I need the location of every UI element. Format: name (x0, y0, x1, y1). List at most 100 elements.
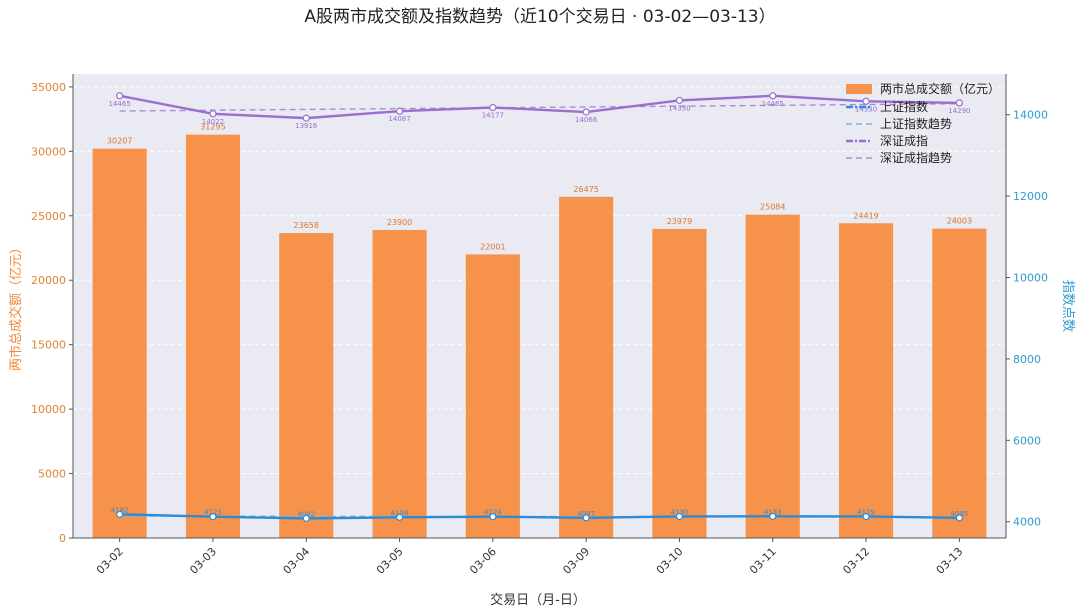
bar-03-13 (932, 228, 987, 539)
index-value-label: 4182 (111, 506, 129, 514)
y-left-tick-label: 10000 (31, 403, 66, 416)
y-right-tick-label: 4000 (1013, 516, 1041, 529)
x-tick-label: 03-03 (187, 545, 219, 577)
index-point (862, 512, 870, 521)
y-left-tick-label: 35000 (31, 81, 66, 94)
y-left-tick-label: 30000 (31, 145, 66, 158)
index-value-label: 14177 (482, 111, 504, 119)
index-point (302, 514, 310, 522)
bar-value-label: 23979 (667, 217, 692, 226)
index-point (116, 510, 124, 518)
legend-label-sh-trend: 上证指数趋势 (880, 116, 952, 131)
index-value-label: 4130 (671, 508, 689, 516)
bar-value-label: 31295 (200, 123, 225, 132)
y-axis-label-right: 指数点数 (1060, 280, 1075, 332)
bar-value-label: 24419 (853, 211, 878, 220)
bar-value-label: 24003 (947, 217, 972, 226)
y-right-tick-label: 8000 (1013, 353, 1041, 366)
index-point (395, 513, 404, 521)
x-tick-label: 03-04 (281, 545, 313, 577)
y-axis-label-left: 两市总成交额（亿元） (8, 241, 24, 371)
index-point (955, 99, 963, 107)
x-tick-label: 03-11 (747, 545, 779, 577)
index-point (675, 96, 684, 105)
index-value-label: 14066 (575, 116, 598, 124)
bar-03-05 (372, 229, 427, 538)
line-series: 4182 4123 4082 4108 4124 4097 4130 4133 4129 4095… (109, 92, 970, 522)
bar-series: 30207 31295 23658 23900 22001 26475 23979 25084… (92, 123, 987, 539)
bar-03-04 (279, 233, 334, 539)
y-left-tick-label: 15000 (31, 339, 66, 352)
index-value-label: 14465 (762, 100, 784, 108)
bar-value-label: 23658 (294, 221, 319, 230)
x-tick-label: 03-09 (560, 545, 592, 577)
index-value-label: 14290 (948, 107, 970, 115)
index-line-0 (119, 513, 960, 520)
bar-03-11 (745, 214, 800, 538)
bar-value-label: 22001 (480, 242, 505, 251)
index-value-label: 4108 (391, 509, 409, 517)
index-value-label: 13916 (295, 122, 318, 130)
x-tick-label: 03-05 (374, 545, 406, 577)
index-value-label: 4095 (950, 510, 968, 518)
x-tick-label: 03-10 (654, 545, 686, 577)
legend-label-sz-trend: 深证成指趋势 (880, 150, 952, 165)
index-point (862, 97, 870, 105)
chart-title: A股两市成交额及指数趋势（近10个交易日 · 03-02—03-13） (304, 7, 775, 27)
legend-label-sz-index: 深证成指 (880, 133, 928, 148)
y-right-tick-label: 12000 (1013, 190, 1048, 203)
y-right-tick-label: 14000 (1013, 109, 1048, 122)
bar-03-12 (838, 223, 894, 538)
bar-value-label: 30207 (107, 137, 132, 146)
bar-value-label: 23900 (387, 218, 412, 227)
legend-label-turnover: 两市总成交额（亿元） (880, 81, 1000, 96)
index-value-label: 14350 (668, 104, 690, 112)
bar-value-label: 25084 (760, 203, 785, 212)
y-left-tick-label: 0 (59, 532, 66, 545)
index-point (489, 513, 497, 521)
bar-03-09 (559, 196, 614, 538)
bar-03-02 (92, 148, 147, 538)
index-point (582, 514, 590, 522)
bar-03-10 (652, 228, 707, 539)
bar-03-06 (465, 254, 520, 538)
index-point (302, 114, 310, 122)
index-point (769, 92, 777, 100)
x-axis-label: 交易日（月-日） (490, 592, 586, 608)
index-value-label: 4124 (484, 509, 502, 517)
index-point (209, 110, 217, 118)
index-point (209, 513, 217, 521)
index-value-label: 14087 (388, 115, 410, 123)
index-point (582, 108, 590, 116)
bar-03-03 (185, 134, 241, 539)
legend: 两市总成交额（亿元） 上证指数 上证指数趋势 深证成指 深证成指趋势 (846, 81, 1000, 165)
index-point (675, 512, 684, 521)
bar-value-label: 26475 (573, 185, 598, 194)
index-value-label: 4129 (857, 508, 875, 516)
y-left-tick-label: 25000 (31, 210, 66, 223)
index-value-label: 14465 (109, 100, 131, 108)
index-value-label: 4133 (764, 508, 782, 516)
index-point (395, 107, 404, 115)
index-line-1 (119, 94, 960, 120)
index-value-label: 14022 (202, 118, 224, 126)
y-right-tick-label: 6000 (1013, 434, 1041, 447)
index-value-label: 14330 (855, 105, 877, 113)
index-value-label: 4097 (577, 510, 595, 518)
index-point (955, 514, 963, 522)
y-left-tick-label: 20000 (31, 274, 66, 287)
x-tick-label: 03-06 (467, 545, 499, 577)
y-right-tick-label: 10000 (1013, 272, 1048, 285)
index-value-label: 4123 (204, 509, 222, 517)
x-tick-label: 03-02 (94, 545, 126, 577)
index-point (769, 512, 777, 520)
y-left-tick-label: 5000 (38, 468, 66, 481)
x-tick-label: 03-12 (840, 545, 872, 577)
legend-swatch-turnover (846, 84, 872, 94)
legend-label-sh-index: 上证指数 (880, 99, 928, 114)
index-point (116, 92, 124, 100)
x-tick-label: 03-13 (934, 545, 966, 577)
index-point (489, 103, 497, 112)
index-value-label: 4082 (297, 510, 315, 518)
